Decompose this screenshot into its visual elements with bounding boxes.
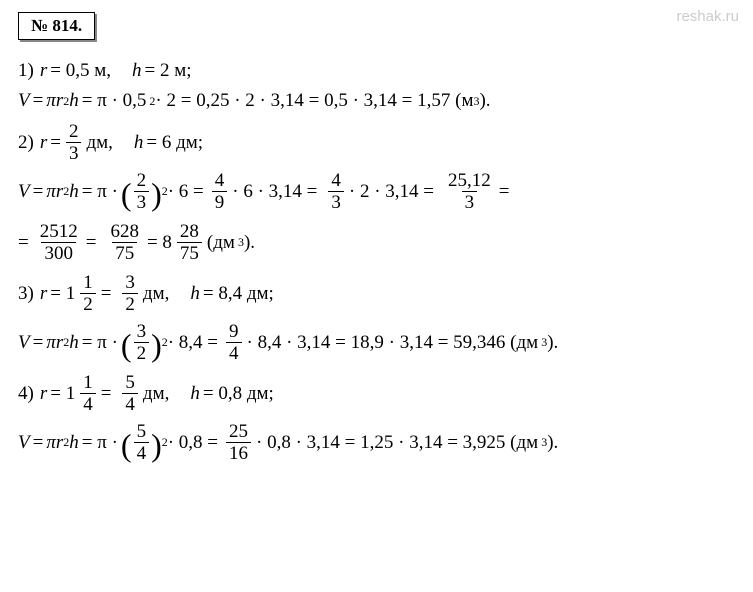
p2-u1: дм, bbox=[86, 132, 112, 154]
p1-rr: r bbox=[56, 90, 63, 112]
p2-f7: 62875 bbox=[107, 222, 142, 263]
p1-ex1: = π · 0,5 bbox=[82, 90, 147, 112]
p1-pi: π bbox=[46, 90, 56, 112]
p2-f1: 23 bbox=[66, 122, 82, 163]
p2-f6: 2512300 bbox=[37, 222, 81, 263]
p3-sol: V = π r 2 h = π · ( 32 ) 2 · 8,4 = 94 · … bbox=[18, 322, 735, 363]
problem-number-box: № 814. bbox=[18, 12, 95, 40]
p3-f1: 12 bbox=[80, 273, 96, 314]
p1-hh: h bbox=[69, 90, 79, 112]
p3-given: 3) r = 1 12 = 32 дм, h = 8,4 дм; bbox=[18, 273, 735, 314]
p1-r: r bbox=[40, 60, 47, 82]
p1-num: 1) bbox=[18, 60, 34, 82]
p4-f3: 54 bbox=[134, 422, 150, 463]
p4-f1: 14 bbox=[80, 373, 96, 414]
p4-sol: V = π r 2 h = π · ( 54 ) 2 · 0,8 = 2516 … bbox=[18, 422, 735, 463]
p1-h: h bbox=[132, 60, 142, 82]
p2-f3: 49 bbox=[212, 171, 228, 212]
p3-f4: 94 bbox=[226, 322, 242, 363]
p1-close: ). bbox=[479, 90, 490, 112]
p2-f8: 2875 bbox=[177, 222, 202, 263]
p1-ex2: · 2 = 0,25 · 2 · 3,14 = 0,5 · 3,14 = 1,5… bbox=[155, 90, 473, 112]
p2-hv: = 6 дм; bbox=[146, 132, 203, 154]
p4-num: 4) bbox=[18, 383, 34, 405]
p4-given: 4) r = 1 14 = 54 дм, h = 0,8 дм; bbox=[18, 373, 735, 414]
p3-f3: 32 bbox=[134, 322, 150, 363]
p1-hval: = 2 м; bbox=[144, 60, 191, 82]
p2-sol2: = 2512300 = 62875 = 8 2875 (дм 3 ). bbox=[18, 222, 735, 263]
p4-f2: 54 bbox=[122, 373, 138, 414]
watermark-link: reshak.ru bbox=[676, 8, 739, 25]
p1-solution: V = π r 2 h = π · 0,5 2 · 2 = 0,25 · 2 ·… bbox=[18, 90, 735, 112]
p2-sol1: V = π r 2 h = π · ( 23 ) 2 · 6 = 49 · 6 … bbox=[18, 171, 735, 212]
p2-V: V bbox=[18, 181, 30, 203]
p4-f4: 2516 bbox=[226, 422, 251, 463]
p2-eq: = bbox=[50, 132, 61, 154]
p1-rval: = 0,5 м, bbox=[50, 60, 111, 82]
p1-given: 1) r = 0,5 м, h = 2 м; bbox=[18, 60, 735, 82]
p2-f5: 25,123 bbox=[445, 171, 494, 212]
p2-given: 2) r = 23 дм, h = 6 дм; bbox=[18, 122, 735, 163]
p3-f2: 32 bbox=[122, 273, 138, 314]
p2-r: r bbox=[40, 132, 47, 154]
problem-number: № 814. bbox=[31, 16, 82, 35]
p2-f4: 43 bbox=[328, 171, 344, 212]
p1-V: V bbox=[18, 90, 30, 112]
p2-f2: 23 bbox=[134, 171, 150, 212]
p2-h: h bbox=[134, 132, 144, 154]
p3-num: 3) bbox=[18, 283, 34, 305]
p2-num: 2) bbox=[18, 132, 34, 154]
p1-eq1: = bbox=[33, 90, 44, 112]
